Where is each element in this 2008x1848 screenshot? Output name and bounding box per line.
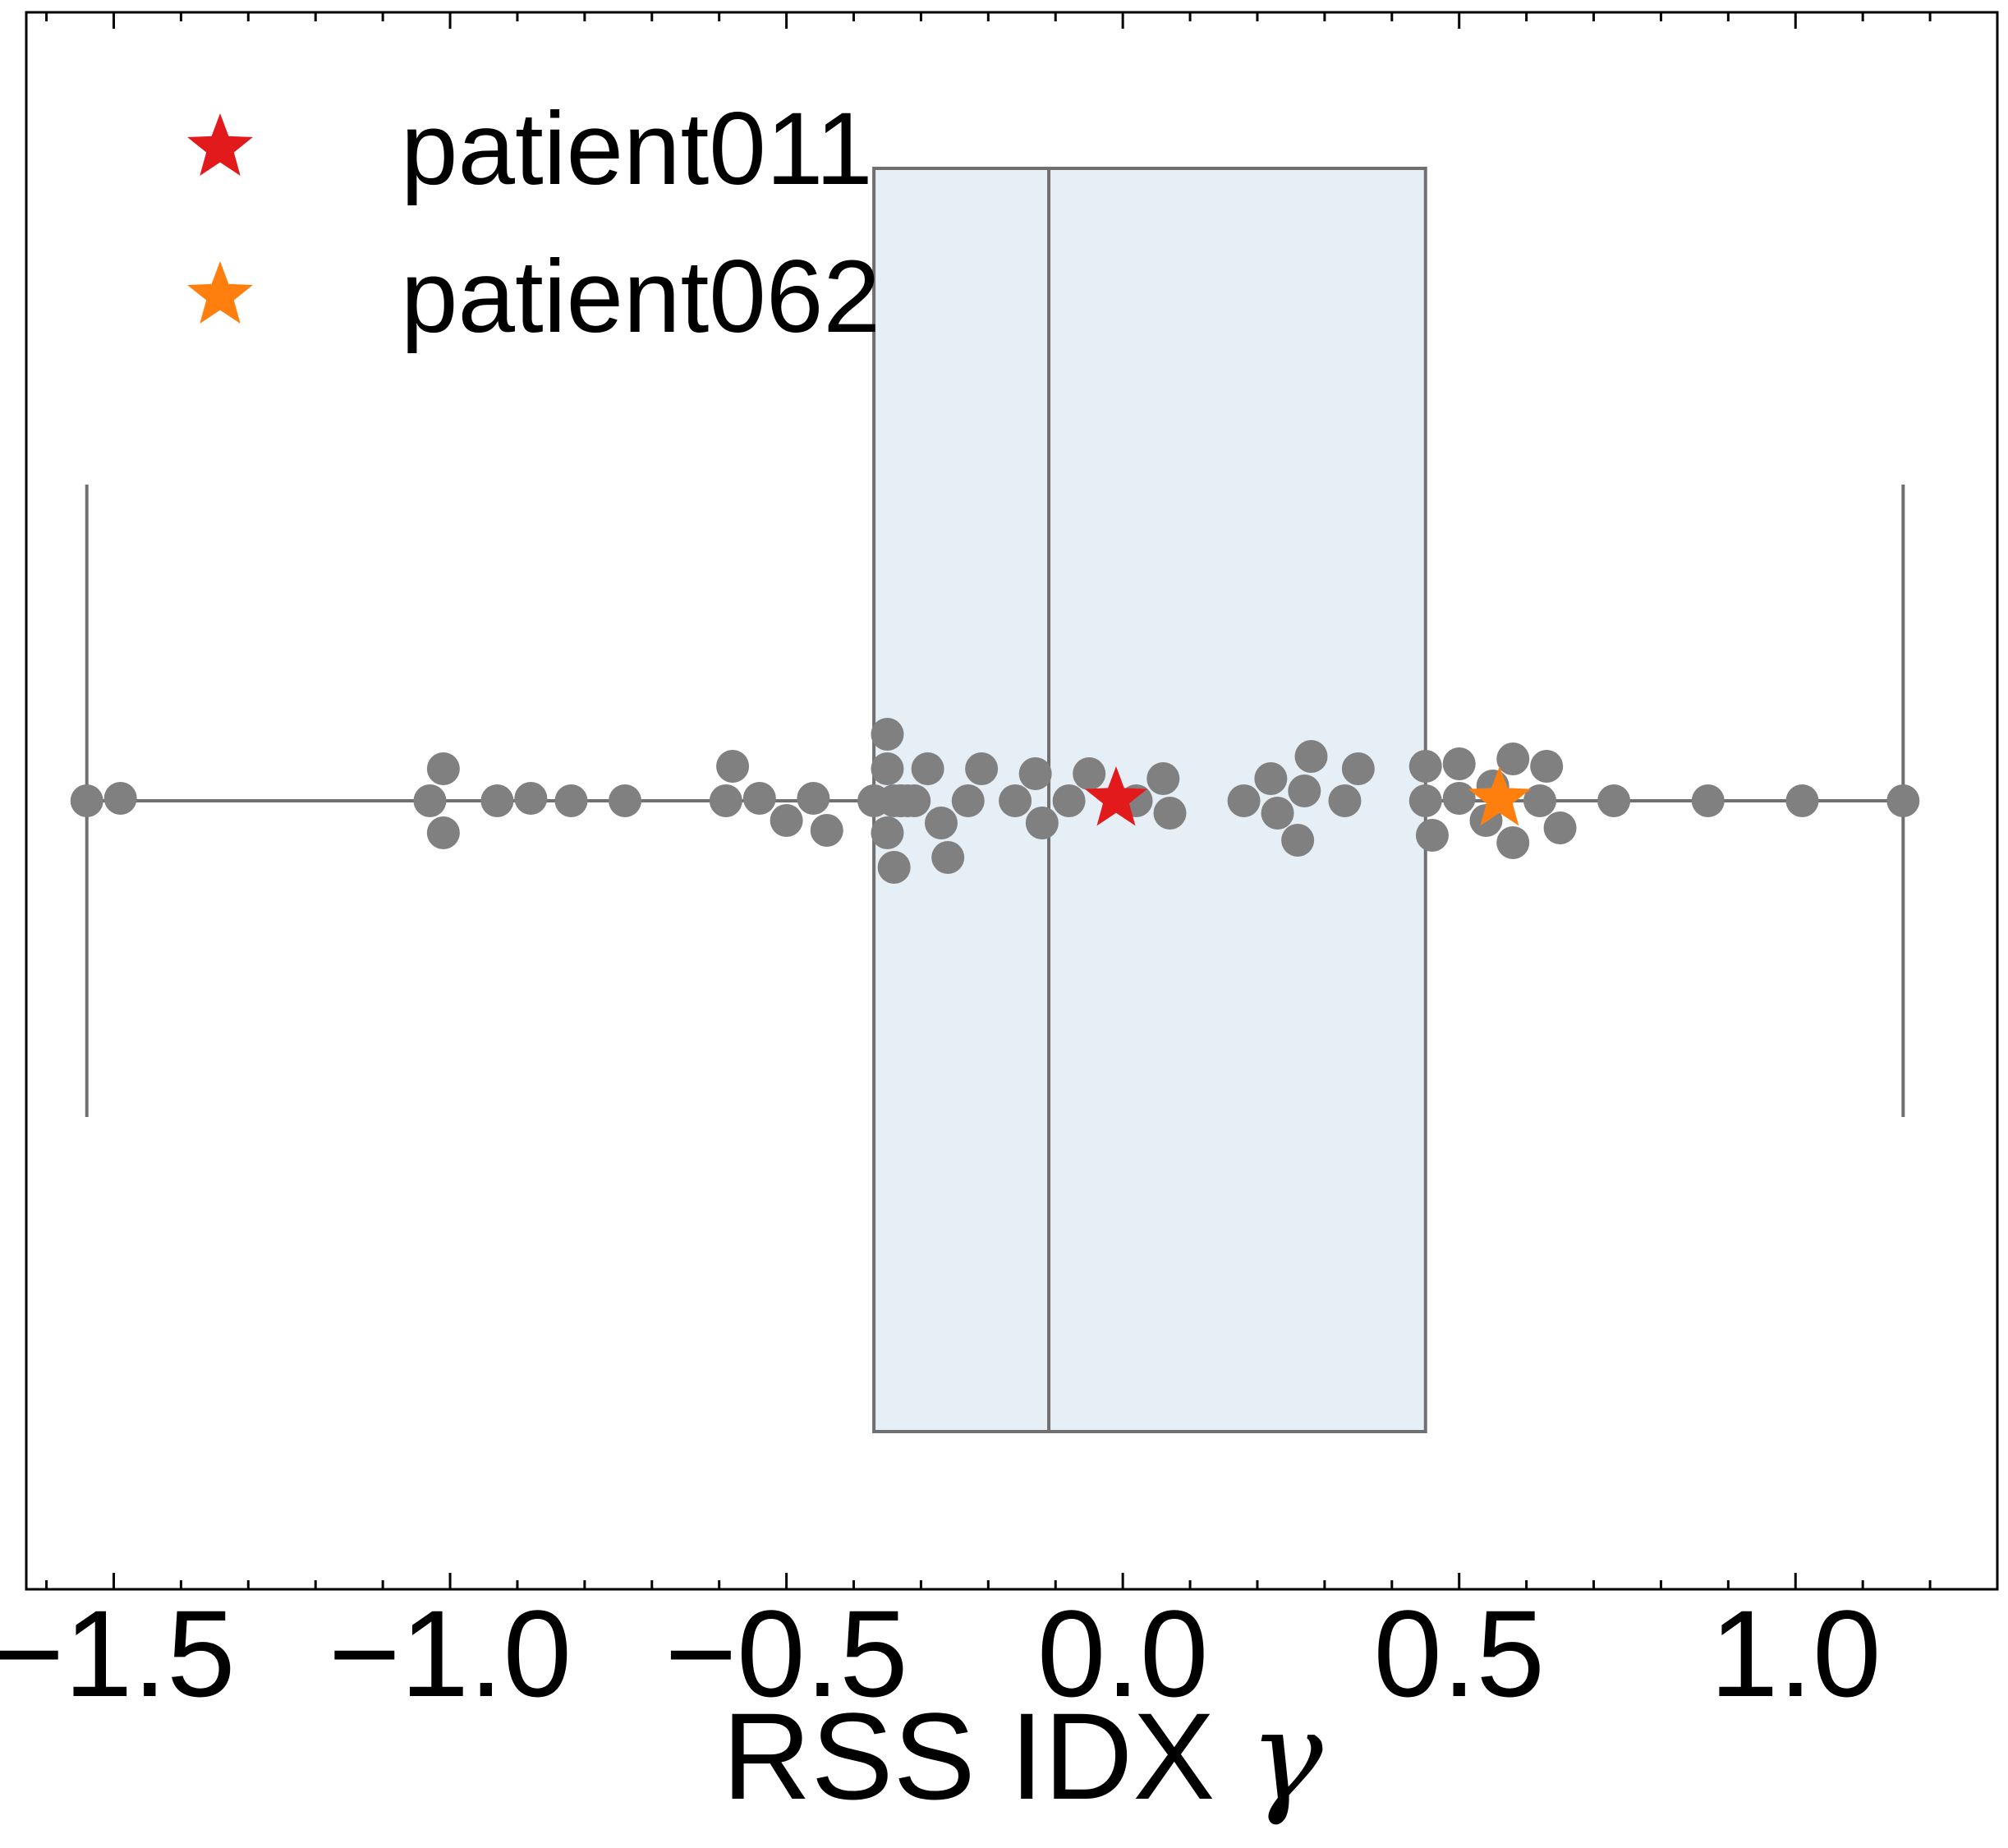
data-point [1408, 784, 1442, 817]
data-point [1073, 757, 1106, 790]
data-point [999, 784, 1032, 817]
x-tick-label: −0.5 [665, 1584, 908, 1722]
highlight-star-patient062 [1468, 766, 1531, 826]
legend: patient011 patient062 [187, 92, 880, 354]
legend-star-patient062 [187, 261, 253, 324]
x-axis-label-text: RSS IDX [722, 1687, 1249, 1825]
data-point [716, 750, 750, 783]
data-point [1261, 797, 1294, 830]
data-point [1294, 740, 1328, 773]
legend-label-patient062: patient062 [401, 240, 880, 354]
data-point [1341, 752, 1375, 785]
data-point [965, 752, 999, 785]
x-tick-label: 0.5 [1373, 1584, 1545, 1722]
data-point [1785, 784, 1819, 817]
data-point [1227, 784, 1261, 817]
data-point [1597, 784, 1631, 817]
axis-ticks: −1.5 −1.0 −0.5 0.0 0.5 1.0 [0, 12, 1999, 1722]
data-point [1153, 797, 1187, 830]
x-axis-label: RSS IDX γ [722, 1685, 1323, 1828]
data-point [1496, 742, 1530, 775]
data-point [1496, 826, 1530, 859]
data-point [871, 752, 904, 785]
data-point [1052, 784, 1086, 817]
data-point [810, 814, 843, 847]
data-point [1543, 811, 1577, 844]
data-point [70, 784, 103, 817]
data-point [898, 784, 931, 817]
legend-label-patient011: patient011 [401, 92, 873, 206]
data-point [871, 816, 904, 849]
data-point [1146, 762, 1180, 795]
data-point [871, 718, 904, 751]
data-point [1254, 762, 1288, 795]
data-point [1415, 819, 1449, 852]
highlight-markers [1084, 766, 1531, 826]
data-point [1886, 784, 1920, 817]
highlight-star-patient011 [1084, 766, 1147, 826]
data-point [609, 784, 642, 817]
data-point [426, 816, 460, 849]
data-point [709, 784, 742, 817]
data-point [1691, 784, 1725, 817]
x-axis-label-symbol: γ [1249, 1685, 1323, 1828]
data-point [911, 752, 944, 785]
data-point [1530, 750, 1564, 783]
data-point [426, 752, 460, 785]
data-point [554, 784, 588, 817]
legend-star-patient011 [187, 113, 253, 176]
x-tick-label: −1.0 [329, 1584, 572, 1722]
data-point [877, 851, 911, 884]
data-point [1442, 747, 1476, 780]
data-point [413, 784, 447, 817]
data-point [1328, 784, 1362, 817]
data-point [1523, 784, 1557, 817]
data-point [1018, 757, 1052, 790]
data-point [514, 782, 548, 815]
data-point [1408, 750, 1442, 783]
x-tick-label: 1.0 [1710, 1584, 1882, 1722]
x-tick-label: −1.5 [0, 1584, 236, 1722]
data-point [931, 841, 965, 874]
data-point [1025, 807, 1059, 839]
x-tick-label: 0.0 [1037, 1584, 1209, 1722]
data-point [1281, 824, 1315, 857]
data-point [951, 784, 985, 817]
data-point [1288, 775, 1321, 807]
data-point [742, 782, 776, 815]
data-point [480, 784, 514, 817]
data-point [103, 782, 137, 815]
data-point [924, 807, 958, 839]
data-point [770, 804, 803, 837]
data-point [1442, 782, 1476, 815]
data-point [797, 782, 830, 815]
